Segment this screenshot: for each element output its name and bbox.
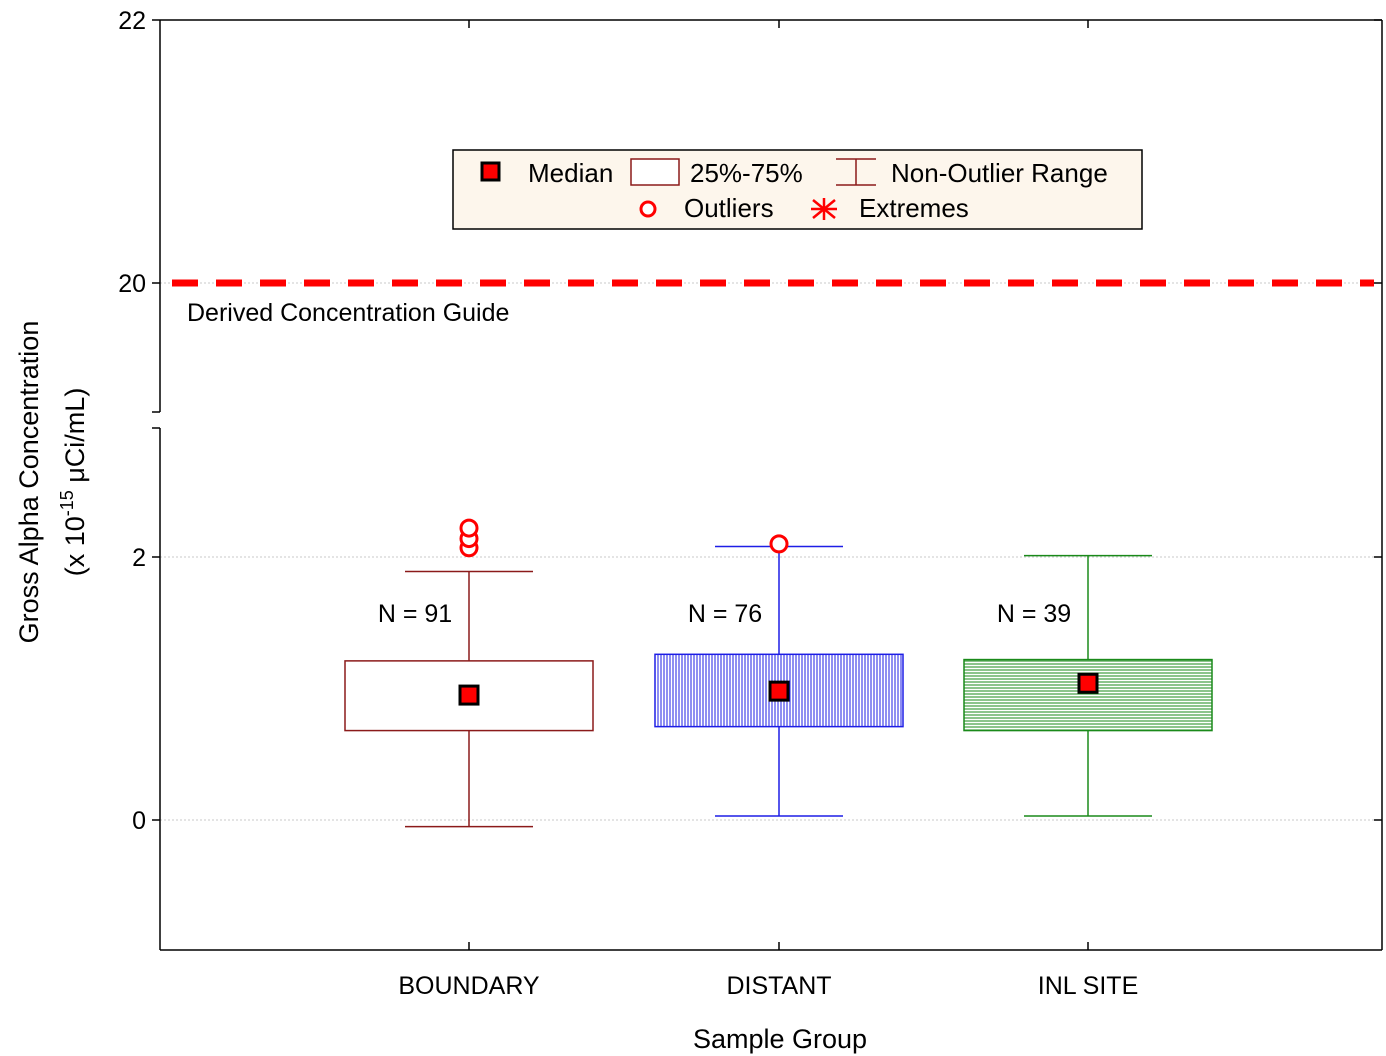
y-axis-unit-exponent: -15: [57, 490, 77, 516]
box-group: N = 76: [654, 534, 904, 817]
boxes-group: N = 91 N = 76 N = 39: [344, 518, 1213, 828]
legend-box-label: 25%-75%: [690, 158, 803, 188]
y-axis-title-line1: Gross Alpha Concentration: [14, 321, 44, 644]
legend-box: [452, 149, 1143, 230]
median-marker: [1077, 672, 1099, 694]
y-axis-unit-suffix: μCi/mL): [60, 388, 90, 491]
legend-extreme-icon: [811, 198, 837, 220]
x-tick-label: DISTANT: [726, 972, 831, 1000]
legend-median-label: Median: [528, 158, 613, 188]
x-tick-label: INL SITE: [1038, 972, 1139, 1000]
median-marker: [458, 684, 480, 706]
y-tick-label: 22: [118, 7, 146, 35]
legend-box-icon: [630, 158, 680, 186]
n-label: N = 39: [997, 600, 1071, 628]
legend: Median 25%-75% Non-Outlier Range Outlier…: [452, 149, 1143, 230]
reference-line-label: Derived Concentration Guide: [187, 299, 509, 327]
plot-frame: [152, 19, 1383, 951]
n-label: N = 76: [688, 600, 762, 628]
box-group: N = 91: [344, 518, 594, 828]
y-tick-label: 0: [132, 807, 146, 835]
y-axis-title-line2: (x 10-15 μCi/mL): [57, 388, 90, 577]
box-group: N = 39: [963, 554, 1213, 817]
n-label: N = 91: [378, 600, 452, 628]
legend-whisker-label: Non-Outlier Range: [891, 158, 1108, 188]
y-axis-unit-prefix: (x 10: [60, 516, 90, 576]
axis-ticks: 0 2 20 22 BOUNDARY DISTANT INL SITE: [118, 7, 1382, 1000]
x-axis-title: Sample Group: [693, 1024, 867, 1054]
x-tick-label: BOUNDARY: [398, 972, 540, 1000]
iqr-box: [963, 658, 1213, 732]
median-marker: [768, 680, 790, 702]
y-tick-label: 20: [118, 270, 146, 298]
legend-outlier-label: Outliers: [684, 193, 774, 223]
legend-extreme-label: Extremes: [859, 193, 969, 223]
gridlines: [160, 282, 1382, 821]
y-tick-label: 2: [132, 544, 146, 572]
legend-median-icon: [480, 161, 501, 182]
reference-line-group: Derived Concentration Guide: [160, 279, 1382, 327]
outlier-point: [769, 534, 789, 554]
outlier-point: [459, 518, 479, 538]
legend-outlier-icon: [639, 200, 657, 218]
legend-whisker-icon: [836, 158, 876, 186]
